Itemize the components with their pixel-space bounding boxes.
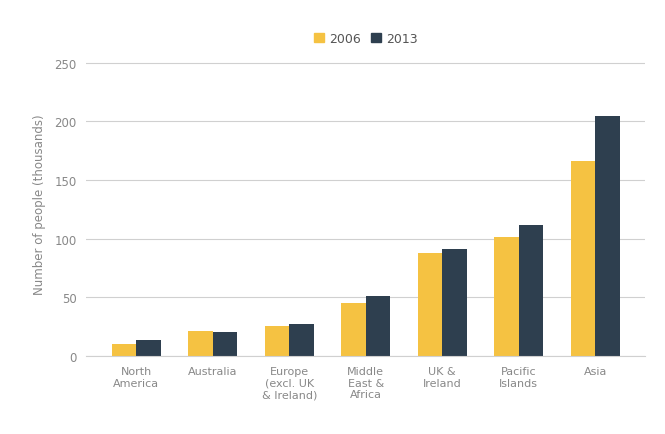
Bar <box>265 327 289 356</box>
Bar <box>213 332 237 356</box>
Bar <box>519 225 543 356</box>
Bar <box>418 253 442 356</box>
Bar <box>136 341 161 356</box>
Bar <box>595 116 620 356</box>
Legend: 2006, 2013: 2006, 2013 <box>309 28 422 51</box>
Bar <box>188 331 213 356</box>
Bar <box>442 250 467 356</box>
Bar <box>341 303 366 356</box>
Bar <box>366 296 390 356</box>
Y-axis label: Number of people (thousands): Number of people (thousands) <box>33 114 46 294</box>
Bar <box>494 238 519 356</box>
Bar <box>571 162 595 356</box>
Bar <box>112 344 136 356</box>
Bar <box>289 324 314 356</box>
